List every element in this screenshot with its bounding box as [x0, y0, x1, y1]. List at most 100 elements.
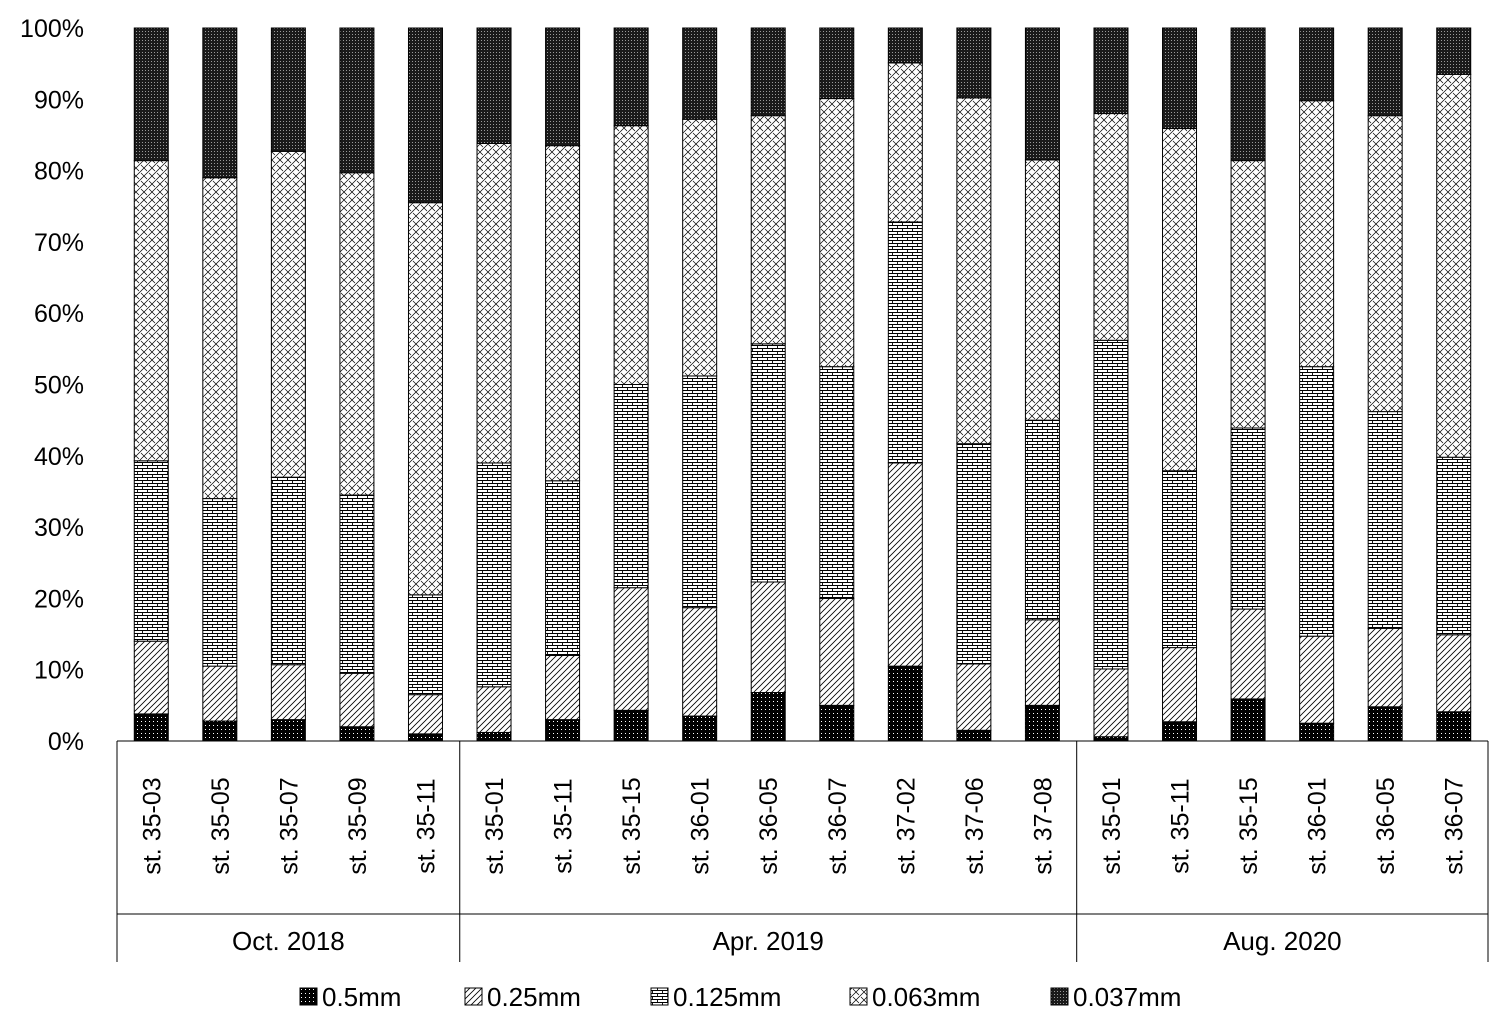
bar-segment [887, 221, 923, 464]
bar-segment [407, 733, 443, 742]
bar-segment [887, 62, 923, 223]
bar-segment [270, 664, 306, 721]
bar-segment [1162, 721, 1198, 742]
bar-segment [887, 665, 923, 742]
x-tick-label: st. 35-11 [412, 778, 440, 873]
bar-segment [1093, 736, 1129, 742]
bar-segment [819, 704, 855, 742]
y-tick-label: 80% [34, 158, 84, 186]
bar-segment [1367, 411, 1403, 629]
legend-item: 0.5mm [299, 982, 401, 1012]
bar-stack [202, 27, 238, 742]
bar-segment [133, 27, 169, 162]
bar-segment [613, 125, 649, 385]
y-tick-label: 0% [48, 728, 84, 756]
bar-segment [819, 366, 855, 599]
x-tick-label: st. 36-07 [824, 777, 852, 874]
x-tick-label: st. 37-08 [1029, 777, 1057, 874]
bar-segment [1230, 698, 1266, 742]
bar-stack [1230, 27, 1266, 742]
legend-item: 0.063mm [849, 982, 980, 1012]
y-tick-label: 50% [34, 372, 84, 400]
bar-segment [1162, 128, 1198, 472]
bar-segment [1093, 668, 1129, 738]
bar-segment [407, 202, 443, 596]
bar-segment [956, 27, 992, 99]
bar-segment [1162, 27, 1198, 130]
x-tick-label: st. 35-03 [138, 777, 166, 874]
bar-segment [613, 587, 649, 711]
bar-segment [1093, 113, 1129, 341]
bar-segment [476, 27, 512, 145]
x-tick-label: st. 36-01 [687, 777, 715, 874]
legend-swatch [650, 987, 669, 1006]
bar-segment [1230, 27, 1266, 162]
bar-segment [1299, 722, 1335, 742]
legend-item: 0.037mm [1050, 982, 1181, 1012]
x-tick-label: st. 35-11 [550, 778, 578, 873]
bar-segment [1299, 100, 1335, 368]
y-tick-label: 10% [34, 657, 84, 685]
y-tick-label: 70% [34, 229, 84, 257]
bar-segment [682, 118, 718, 377]
bar-segment [613, 27, 649, 127]
bar-segment [1436, 634, 1472, 713]
x-tick-label: st. 35-05 [207, 777, 235, 874]
legend-label: 0.125mm [673, 982, 781, 1012]
bar-segment [476, 686, 512, 733]
x-axis: st. 35-03 st. 35-05 st. 35-07 st. 35-09 st. … [116, 740, 1489, 962]
bar-segment [1367, 115, 1403, 413]
y-axis: 0% 10% 20% 30% 40% 50% 60% 70% 80% 90% 100% [20, 15, 84, 756]
bar-segment [1024, 704, 1060, 742]
bar-segment [750, 343, 786, 583]
bar-stack [1367, 27, 1403, 742]
bar-segment [270, 719, 306, 742]
bar-segment [887, 462, 923, 667]
bar-stack [1436, 27, 1472, 742]
bar-stack [133, 27, 169, 742]
x-tick-label: st. 35-11 [1167, 778, 1195, 873]
bar-segment [133, 160, 169, 462]
legend-swatch [299, 987, 318, 1006]
bar-segment [1436, 711, 1472, 742]
bars [133, 27, 1472, 742]
y-tick-label: 40% [34, 443, 84, 471]
legend-item: 0.25mm [464, 982, 581, 1012]
bar-segment [819, 597, 855, 706]
x-tick-label: st. 37-02 [892, 777, 920, 874]
y-tick-label: 30% [34, 514, 84, 542]
bar-segment [202, 665, 238, 722]
legend-label: 0.25mm [487, 982, 581, 1012]
x-tick-label: st. 35-07 [275, 777, 303, 874]
bar-segment [1024, 619, 1060, 706]
bar-segment [202, 720, 238, 742]
bar-segment [1093, 27, 1129, 115]
bar-segment [202, 177, 238, 500]
bar-segment [750, 27, 786, 117]
legend-label: 0.063mm [872, 982, 980, 1012]
legend: 0.5mm 0.25mm 0.125mm 0.063mm 0.037mm [299, 982, 1181, 1012]
bar-segment [1230, 608, 1266, 700]
bar-segment [407, 694, 443, 735]
bar-segment [545, 480, 581, 656]
x-tick-label: st. 35-01 [1098, 777, 1126, 874]
x-tick-label: st. 36-07 [1441, 777, 1469, 874]
bar-segment [819, 27, 855, 100]
bar-segment [202, 27, 238, 179]
bar-segment [1024, 27, 1060, 161]
x-tick-label: st. 35-15 [618, 777, 646, 874]
bar-segment [682, 715, 718, 742]
bar-segment [1230, 427, 1266, 610]
bar-segment [1367, 627, 1403, 708]
y-tick-label: 100% [20, 15, 84, 43]
bar-segment [750, 115, 786, 345]
bar-stack [956, 27, 992, 742]
bar-stack [407, 27, 443, 742]
bar-segment [545, 145, 581, 482]
bar-segment [750, 692, 786, 742]
bar-segment [682, 375, 718, 609]
bar-segment [339, 726, 375, 742]
bar-segment [339, 672, 375, 728]
